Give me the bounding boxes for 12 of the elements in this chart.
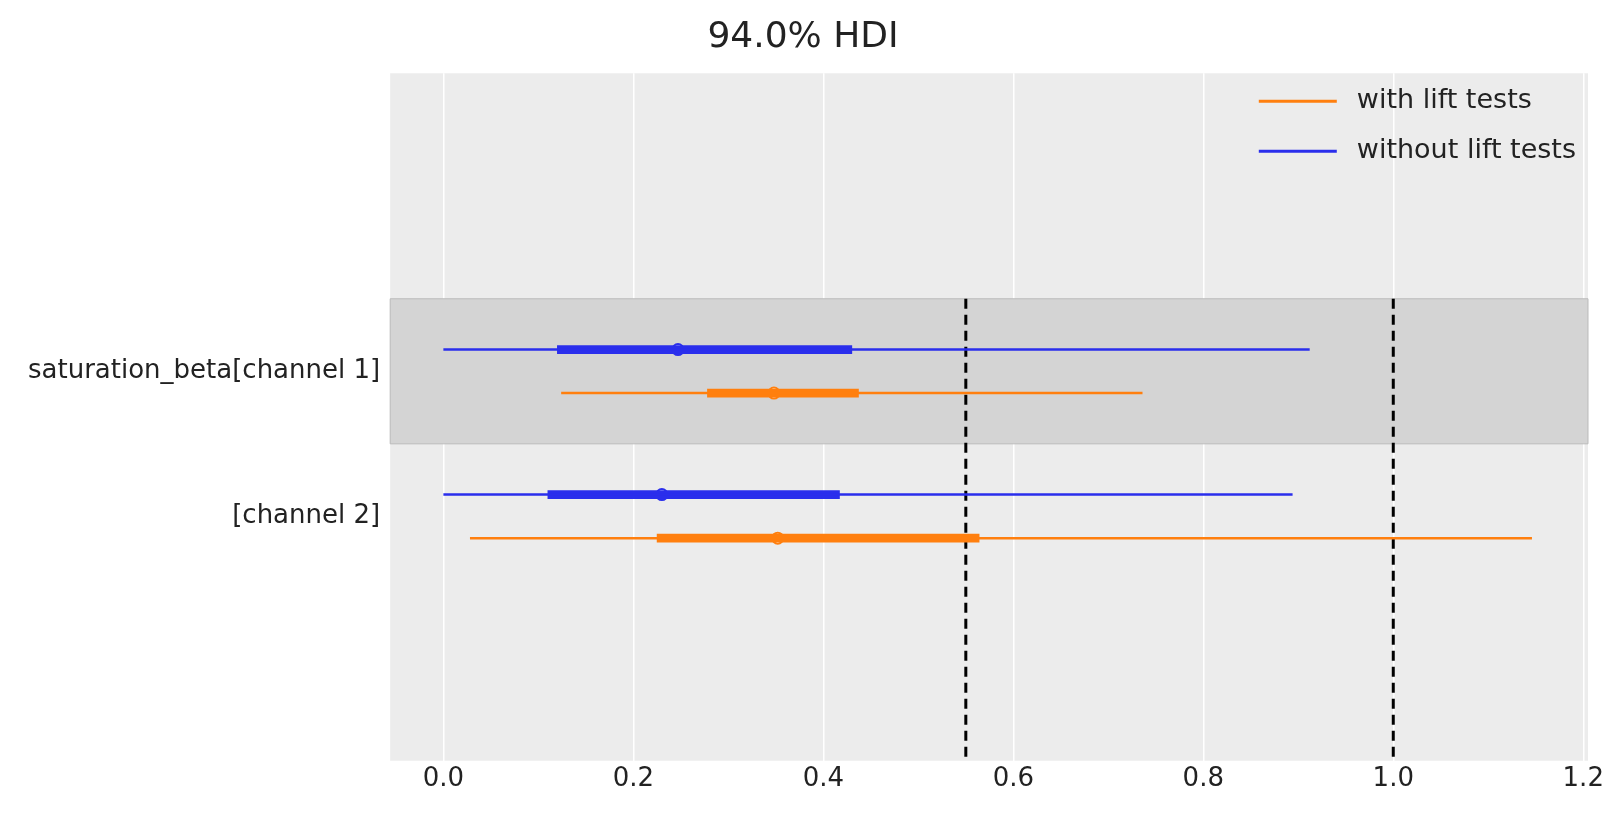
y-tick-label: [channel 2] — [232, 499, 381, 530]
x-tick-label: 0.0 — [422, 762, 465, 793]
x-tick-label: 1.2 — [1562, 762, 1604, 793]
legend-label: without lift tests — [1356, 133, 1577, 165]
x-tick-label: 0.4 — [802, 762, 845, 793]
x-tick-label: 0.2 — [612, 762, 655, 793]
chart-title: 94.0% HDI — [707, 13, 899, 55]
legend-label: with lift tests — [1356, 83, 1532, 115]
x-tick-label: 0.6 — [992, 762, 1034, 793]
x-tick-label: 0.8 — [1182, 762, 1224, 793]
x-tick-label: 1.0 — [1372, 762, 1414, 793]
y-tick-label: saturation_beta[channel 1] — [27, 354, 381, 385]
